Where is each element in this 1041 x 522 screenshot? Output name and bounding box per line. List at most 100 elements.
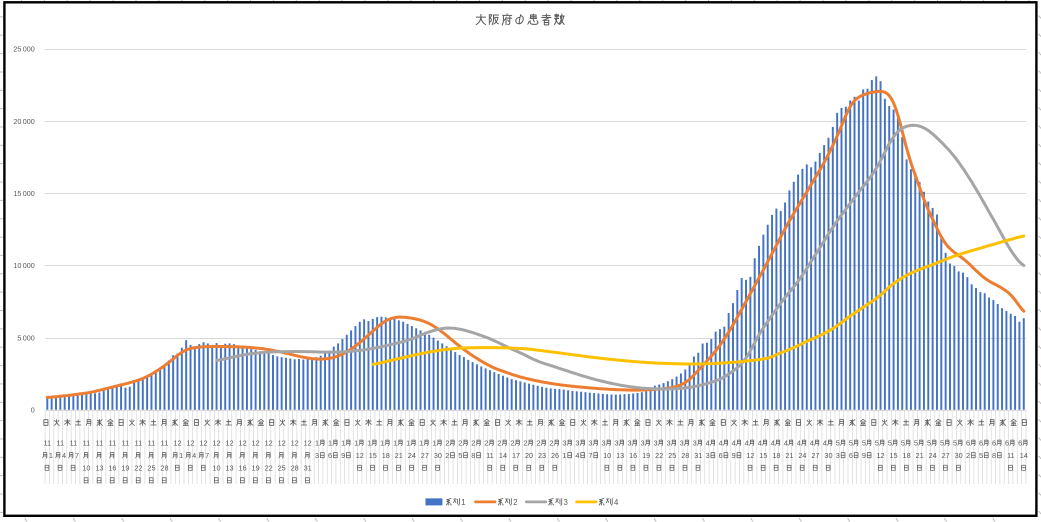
svg-text:12: 12 xyxy=(265,438,273,447)
svg-text:22: 22 xyxy=(655,451,663,460)
svg-text:13: 13 xyxy=(616,451,624,460)
svg-text:1: 1 xyxy=(461,498,465,507)
svg-text:17: 17 xyxy=(512,451,520,460)
svg-text:25: 25 xyxy=(278,463,286,472)
svg-text:9: 9 xyxy=(862,451,866,460)
svg-text:6: 6 xyxy=(1005,438,1009,447)
svg-text:20 000: 20 000 xyxy=(13,117,34,126)
svg-text:3: 3 xyxy=(836,451,840,460)
svg-text:2: 2 xyxy=(471,438,475,447)
svg-text:1: 1 xyxy=(49,451,53,460)
svg-text:4: 4 xyxy=(192,451,196,460)
svg-text:4: 4 xyxy=(771,438,775,447)
svg-text:6: 6 xyxy=(966,438,970,447)
svg-text:19: 19 xyxy=(642,451,650,460)
svg-text:5: 5 xyxy=(849,438,853,447)
svg-text:11: 11 xyxy=(96,438,104,447)
svg-text:10: 10 xyxy=(82,463,90,472)
svg-text:0: 0 xyxy=(31,406,35,415)
svg-text:12: 12 xyxy=(173,438,181,447)
svg-text:2: 2 xyxy=(549,438,553,447)
svg-text:1: 1 xyxy=(179,451,183,460)
svg-text:28: 28 xyxy=(160,463,168,472)
svg-text:12: 12 xyxy=(239,438,247,447)
svg-text:15: 15 xyxy=(889,451,897,460)
svg-text:4: 4 xyxy=(706,438,710,447)
svg-text:4: 4 xyxy=(758,438,762,447)
svg-text:3: 3 xyxy=(627,438,631,447)
svg-text:23: 23 xyxy=(538,451,546,460)
svg-text:24: 24 xyxy=(408,451,416,460)
svg-text:20: 20 xyxy=(525,451,533,460)
svg-text:2: 2 xyxy=(484,438,488,447)
svg-text:12: 12 xyxy=(226,438,234,447)
svg-text:2: 2 xyxy=(536,438,540,447)
svg-text:4: 4 xyxy=(745,438,749,447)
svg-text:2: 2 xyxy=(497,438,501,447)
svg-text:5: 5 xyxy=(875,438,879,447)
svg-text:11: 11 xyxy=(44,438,52,447)
svg-text:13: 13 xyxy=(95,463,103,472)
svg-text:3: 3 xyxy=(654,438,658,447)
svg-text:12: 12 xyxy=(212,438,220,447)
svg-text:12: 12 xyxy=(278,438,286,447)
svg-text:5: 5 xyxy=(979,451,983,460)
svg-text:3: 3 xyxy=(693,438,697,447)
svg-text:7: 7 xyxy=(75,451,79,460)
svg-text:12: 12 xyxy=(304,438,312,447)
svg-text:15: 15 xyxy=(759,451,767,460)
svg-text:30: 30 xyxy=(955,451,963,460)
svg-text:5: 5 xyxy=(862,438,866,447)
svg-text:12: 12 xyxy=(746,451,754,460)
svg-text:24: 24 xyxy=(929,451,937,460)
svg-text:4: 4 xyxy=(732,438,736,447)
svg-text:22: 22 xyxy=(134,463,142,472)
svg-text:12: 12 xyxy=(291,438,299,447)
svg-text:2: 2 xyxy=(513,498,517,507)
svg-text:5: 5 xyxy=(888,438,892,447)
svg-text:13: 13 xyxy=(226,463,234,472)
svg-text:16: 16 xyxy=(108,463,116,472)
svg-text:1: 1 xyxy=(380,438,384,447)
svg-text:1: 1 xyxy=(432,438,436,447)
svg-text:31: 31 xyxy=(304,463,312,472)
svg-text:3: 3 xyxy=(706,451,710,460)
svg-text:5: 5 xyxy=(836,438,840,447)
svg-text:3: 3 xyxy=(680,438,684,447)
svg-text:18: 18 xyxy=(772,451,780,460)
svg-text:2: 2 xyxy=(458,438,462,447)
svg-text:3: 3 xyxy=(601,438,605,447)
svg-text:26: 26 xyxy=(551,451,559,460)
svg-text:6: 6 xyxy=(979,438,983,447)
svg-text:31: 31 xyxy=(694,451,702,460)
svg-text:24: 24 xyxy=(798,451,806,460)
svg-text:18: 18 xyxy=(903,451,911,460)
svg-text:7: 7 xyxy=(588,451,592,460)
svg-text:1: 1 xyxy=(393,438,397,447)
svg-text:28: 28 xyxy=(681,451,689,460)
svg-text:11: 11 xyxy=(109,438,117,447)
svg-text:5 000: 5 000 xyxy=(17,333,34,342)
svg-text:22: 22 xyxy=(265,463,273,472)
svg-text:3: 3 xyxy=(614,438,618,447)
svg-text:4: 4 xyxy=(823,438,827,447)
svg-text:1: 1 xyxy=(328,438,332,447)
svg-text:30: 30 xyxy=(434,451,442,460)
svg-text:9: 9 xyxy=(341,451,345,460)
svg-text:19: 19 xyxy=(121,463,129,472)
svg-text:10 000: 10 000 xyxy=(13,261,34,270)
svg-text:5: 5 xyxy=(458,451,462,460)
svg-text:15: 15 xyxy=(369,451,377,460)
svg-text:4: 4 xyxy=(575,451,579,460)
svg-text:1: 1 xyxy=(562,451,566,460)
svg-text:3: 3 xyxy=(562,438,566,447)
svg-text:11: 11 xyxy=(486,451,494,460)
svg-text:12: 12 xyxy=(356,451,364,460)
svg-text:4: 4 xyxy=(797,438,801,447)
svg-text:2: 2 xyxy=(445,438,449,447)
svg-text:1: 1 xyxy=(367,438,371,447)
svg-text:3: 3 xyxy=(564,498,568,507)
svg-text:21: 21 xyxy=(785,451,793,460)
svg-text:8: 8 xyxy=(471,451,475,460)
svg-text:11: 11 xyxy=(57,438,65,447)
